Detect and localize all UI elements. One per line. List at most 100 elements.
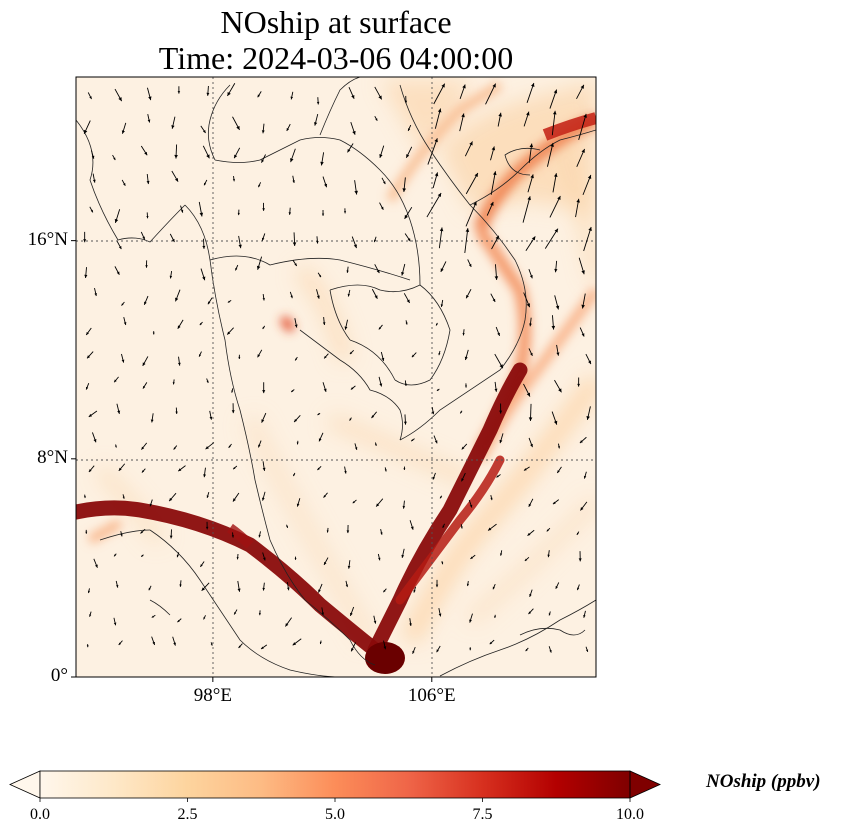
wind-arrow	[441, 561, 444, 565]
wind-arrow	[323, 557, 329, 566]
wind-arrow	[403, 293, 411, 304]
wind-arrow	[469, 647, 472, 651]
wind-arrow	[262, 325, 266, 330]
wind-arrow	[323, 353, 329, 359]
wind-arrow	[262, 294, 265, 301]
wind-arrow	[459, 84, 466, 100]
wind-arrow	[432, 472, 436, 480]
wind-arrow	[292, 638, 302, 646]
wind-arrow	[177, 465, 186, 472]
y-tick-label: 0°	[50, 665, 68, 686]
wind-arrow	[402, 177, 407, 193]
wind-arrow	[142, 356, 149, 367]
wind-arrow	[261, 233, 266, 241]
wind-arrow	[198, 351, 202, 357]
wind-arrow	[261, 154, 266, 163]
wind-arrow	[585, 353, 592, 365]
wind-arrow	[469, 613, 473, 623]
wind-arrow	[121, 179, 126, 186]
wind-arrow	[151, 614, 156, 618]
wind-arrow	[523, 111, 530, 127]
wind-arrow	[202, 145, 210, 159]
wind-arrow	[410, 438, 415, 442]
wind-arrow	[203, 615, 206, 620]
wind-arrow	[347, 143, 354, 153]
wind-arrow	[374, 115, 378, 121]
wind-arrow	[459, 113, 465, 132]
wind-arrow	[404, 233, 411, 242]
wind-arrow	[169, 233, 175, 243]
wind-arrow	[431, 407, 435, 415]
wind-arrow	[258, 531, 261, 538]
wind-arrow	[528, 498, 534, 508]
wind-arrow	[238, 354, 241, 359]
wind-arrow	[494, 381, 498, 392]
wind-arrow	[528, 608, 534, 615]
wind-arrow	[554, 379, 562, 393]
wind-arrow	[262, 552, 266, 561]
wind-arrow	[578, 551, 582, 562]
wind-arrow	[497, 112, 502, 127]
wind-arrow	[140, 145, 148, 156]
wind-arrow	[237, 209, 240, 216]
wind-arrow	[289, 291, 293, 299]
wind-arrow	[143, 295, 149, 306]
wind-arrow	[296, 440, 299, 445]
wind-arrow	[549, 89, 558, 109]
wind-arrow	[349, 349, 355, 355]
wind-arrow	[380, 529, 383, 535]
wind-arrow	[354, 443, 358, 450]
wind-arrow	[371, 288, 378, 299]
wind-arrow	[523, 466, 530, 471]
wind-arrow	[485, 83, 497, 105]
map-title-line-2: Time: 2024-03-06 04:00:00	[158, 40, 514, 76]
wind-arrow	[552, 173, 558, 193]
wind-arrow	[322, 317, 326, 326]
wind-arrow	[375, 498, 384, 507]
wind-arrow	[409, 618, 412, 627]
colorbar-label: NOship (ppbv)	[706, 771, 821, 792]
wind-arrow	[231, 388, 234, 393]
wind-arrow	[495, 326, 501, 337]
wind-arrow	[464, 228, 470, 254]
wind-arrow	[527, 174, 534, 193]
wind-arrow	[292, 259, 298, 267]
wind-arrow	[141, 442, 148, 450]
wind-arrow	[206, 492, 210, 499]
wind-arrow	[83, 120, 91, 135]
wind-arrow	[494, 264, 499, 280]
wind-arrow	[113, 376, 119, 383]
wind-arrow	[412, 646, 416, 654]
wind-arrow	[373, 615, 377, 624]
wind-arrow	[209, 410, 213, 420]
background-plumes	[95, 80, 596, 645]
wind-arrow	[403, 414, 407, 425]
wind-arrow	[316, 236, 319, 244]
wind-arrow	[320, 152, 325, 166]
wind-arrow	[494, 614, 497, 619]
wind-arrow	[262, 582, 266, 591]
wind-arrow	[200, 561, 205, 568]
colorbar-tick-label: 7.5	[472, 806, 493, 823]
wind-arrow	[210, 642, 213, 646]
wind-arrow	[205, 442, 215, 450]
wind-arrow	[120, 531, 123, 537]
y-tick-label: 8°N	[37, 446, 68, 468]
wind-arrow	[226, 327, 234, 335]
wind-arrow	[171, 116, 176, 129]
wind-arrow	[576, 84, 585, 100]
wind-arrow	[407, 124, 412, 132]
wind-arrow	[89, 611, 92, 617]
wind-arrow	[317, 466, 322, 471]
wind-arrow	[466, 581, 469, 587]
colorbar-extend-min	[9, 770, 41, 799]
wind-arrow	[586, 406, 591, 420]
wind-arrow	[551, 110, 557, 136]
wind-arrow	[344, 319, 348, 330]
colorbar-bar	[40, 771, 630, 798]
wind-arrow	[148, 585, 152, 591]
wind-arrow	[177, 618, 182, 623]
wind-arrow	[435, 322, 438, 326]
wind-arrow	[171, 170, 179, 182]
wind-arrow	[343, 208, 347, 214]
